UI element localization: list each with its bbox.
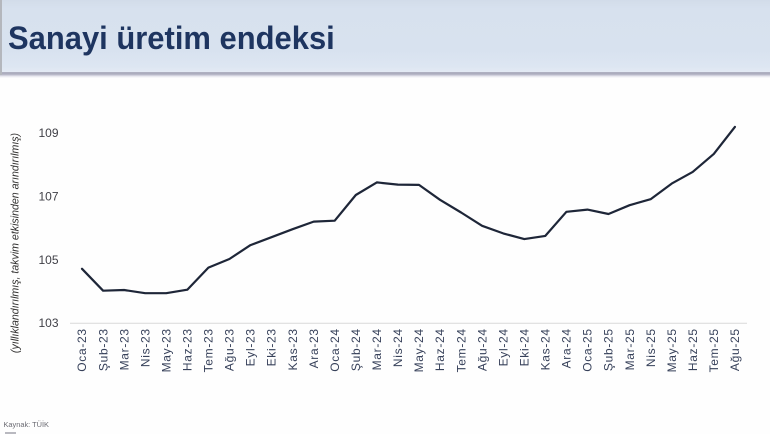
- svg-text:Şub-23: Şub-23: [96, 328, 110, 371]
- svg-text:Oca-23: Oca-23: [75, 328, 89, 372]
- svg-text:Kas-23: Kas-23: [286, 328, 300, 370]
- svg-text:Eki-24: Eki-24: [518, 328, 532, 366]
- svg-text:Haz-23: Haz-23: [181, 328, 195, 371]
- svg-text:Kas-24: Kas-24: [539, 328, 553, 370]
- svg-text:Ağu-25: Ağu-25: [728, 328, 742, 371]
- svg-text:Tem-23: Tem-23: [202, 328, 216, 372]
- svg-text:109: 109: [38, 126, 58, 140]
- svg-text:Oca-25: Oca-25: [581, 328, 595, 372]
- svg-text:103: 103: [38, 316, 58, 330]
- svg-text:Mar-25: Mar-25: [623, 328, 637, 370]
- svg-text:Mar-23: Mar-23: [117, 328, 131, 370]
- svg-text:Şub-25: Şub-25: [602, 328, 616, 371]
- svg-text:Şub-24: Şub-24: [349, 328, 363, 371]
- svg-text:Ara-24: Ara-24: [560, 328, 574, 368]
- svg-text:Nis-23: Nis-23: [138, 328, 152, 367]
- svg-text:Nis-25: Nis-25: [644, 328, 658, 367]
- svg-text:Ağu-24: Ağu-24: [475, 328, 489, 371]
- svg-text:Haz-25: Haz-25: [686, 328, 700, 371]
- svg-text:May-24: May-24: [412, 328, 426, 372]
- svg-text:Oca-24: Oca-24: [328, 328, 342, 372]
- svg-text:Tem-25: Tem-25: [707, 328, 721, 372]
- svg-text:107: 107: [38, 189, 58, 203]
- svg-text:(yıllıklandırılmış, takvim etk: (yıllıklandırılmış, takvim etkisinden ar…: [10, 133, 22, 353]
- svg-text:May-23: May-23: [159, 328, 173, 372]
- svg-text:Eyl-23: Eyl-23: [244, 328, 258, 366]
- svg-text:Mar-24: Mar-24: [370, 328, 384, 370]
- svg-text:May-25: May-25: [665, 328, 679, 372]
- svg-text:Haz-24: Haz-24: [433, 328, 447, 371]
- svg-text:105: 105: [38, 253, 58, 267]
- svg-text:Eyl-24: Eyl-24: [496, 328, 510, 366]
- svg-text:Eki-23: Eki-23: [265, 328, 279, 366]
- svg-text:Tem-24: Tem-24: [454, 328, 468, 372]
- svg-text:Ara-23: Ara-23: [307, 328, 321, 368]
- svg-text:Nis-24: Nis-24: [391, 328, 405, 367]
- svg-text:Ağu-23: Ağu-23: [223, 328, 237, 371]
